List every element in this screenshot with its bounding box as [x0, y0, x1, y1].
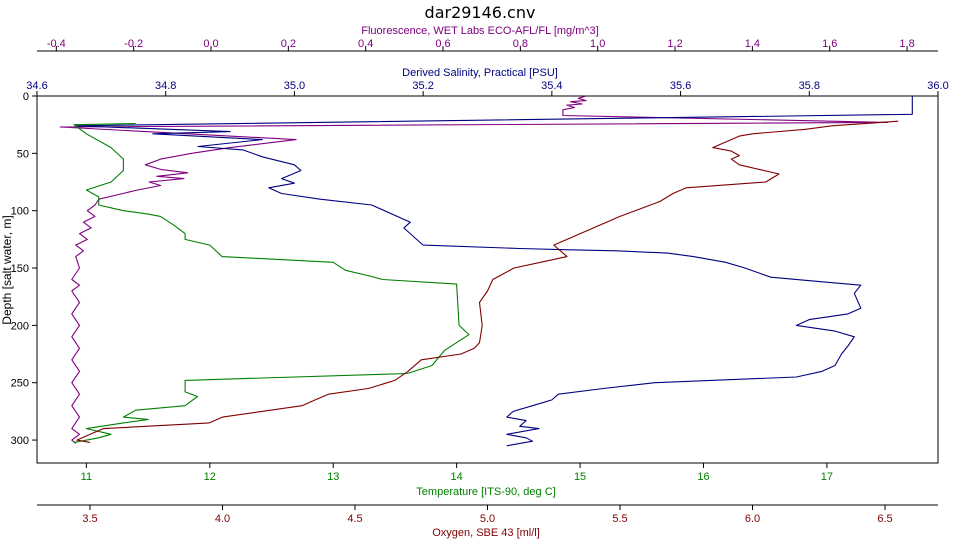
temperature-tick-label: 14	[451, 471, 463, 483]
depth-tick-label: 300	[11, 435, 29, 447]
salinity-tick-label: 34.6	[26, 80, 47, 92]
salinity-series-line	[75, 96, 913, 447]
salinity-axis: Derived Salinity, Practical [PSU] 34.6 34…	[26, 67, 949, 96]
fluorescence-tick-label: 1.0	[590, 38, 605, 50]
depth-tick-label: 150	[11, 263, 29, 275]
oxygen-tick-label: 3.5	[82, 513, 97, 525]
fluorescence-tick-label: 1.4	[745, 38, 760, 50]
fluorescence-tick-label: 1.2	[667, 38, 682, 50]
temperature-axis-label: Temperature [ITS-90, deg C]	[416, 486, 555, 498]
fluorescence-tick-label: 1.8	[899, 38, 914, 50]
temperature-tick-label: 17	[821, 471, 833, 483]
temperature-tick-label: 15	[574, 471, 586, 483]
salinity-tick-label: 35.0	[284, 80, 305, 92]
chart-title: dar29146.cnv	[425, 3, 536, 22]
salinity-tick-label: 36.0	[927, 80, 948, 92]
temperature-tick-label: 11	[81, 471, 92, 483]
oxygen-series-line	[76, 120, 899, 443]
salinity-ticks: 34.6 34.8 35.0 35.2 35.4 35.6 35.8 36.0	[26, 80, 949, 96]
salinity-axis-label: Derived Salinity, Practical [PSU]	[402, 67, 558, 79]
fluorescence-tick-label: 0.0	[203, 38, 218, 50]
fluorescence-axis-label: Fluorescence, WET Labs ECO-AFL/FL [mg/m^…	[361, 25, 598, 37]
temperature-tick-label: 13	[327, 471, 339, 483]
depth-ticks: 0 50 100 150 200 250 300	[11, 91, 37, 447]
temperature-tick-label: 16	[697, 471, 709, 483]
fluorescence-tick-label: -0.4	[47, 38, 66, 50]
salinity-tick-label: 35.6	[670, 80, 691, 92]
salinity-tick-label: 35.2	[412, 80, 433, 92]
oxygen-tick-label: 5.5	[612, 513, 627, 525]
fluorescence-series-line	[59, 95, 889, 444]
oxygen-tick-label: 4.0	[215, 513, 230, 525]
depth-axis: Depth [salt water, m] 0 50 100 150 200 250 300	[0, 91, 37, 447]
depth-tick-label: 0	[23, 91, 29, 103]
oxygen-axis-label: Oxygen, SBE 43 [ml/l]	[432, 527, 540, 539]
oxygen-axis: 3.5 4.0 4.5 5.0 5.5 6.0 6.5 Oxygen, SBE 43 [ml…	[37, 504, 938, 539]
depth-tick-label: 200	[11, 320, 29, 332]
fluorescence-tick-label: 0.8	[513, 38, 528, 50]
temperature-series-line	[73, 122, 470, 443]
fluorescence-tick-label: 1.6	[822, 38, 837, 50]
oxygen-ticks: 3.5 4.0 4.5 5.0 5.5 6.0 6.5	[82, 505, 893, 525]
salinity-tick-label: 35.8	[799, 80, 820, 92]
fluorescence-tick-label: 0.4	[358, 38, 373, 50]
depth-tick-label: 50	[17, 148, 29, 160]
oxygen-tick-label: 6.0	[745, 513, 760, 525]
fluorescence-tick-label: 0.6	[435, 38, 450, 50]
temperature-tick-label: 12	[204, 471, 216, 483]
fluorescence-axis: Fluorescence, WET Labs ECO-AFL/FL [mg/m^…	[37, 25, 938, 52]
fluorescence-tick-label: -0.2	[124, 38, 143, 50]
depth-axis-label: Depth [salt water, m]	[0, 215, 14, 324]
plot-frame	[36, 95, 939, 464]
salinity-tick-label: 34.8	[155, 80, 176, 92]
depth-tick-label: 100	[11, 206, 29, 218]
oxygen-tick-label: 4.5	[347, 513, 362, 525]
fluorescence-tick-label: 0.2	[281, 38, 296, 50]
temperature-ticks: 11 12 13 14 15 16 17	[81, 463, 833, 483]
temperature-axis: 11 12 13 14 15 16 17 Temperature [ITS-90, deg …	[81, 463, 833, 498]
fluorescence-ticks: -0.4 -0.2 0.0 0.2 0.4 0.6 0.8 1.0 1.2 1.4 1.6 1.8	[47, 38, 915, 51]
salinity-tick-label: 35.4	[541, 80, 562, 92]
oxygen-tick-label: 5.0	[480, 513, 495, 525]
oxygen-tick-label: 6.5	[877, 513, 892, 525]
depth-tick-label: 250	[11, 378, 29, 390]
data-series	[59, 95, 913, 447]
